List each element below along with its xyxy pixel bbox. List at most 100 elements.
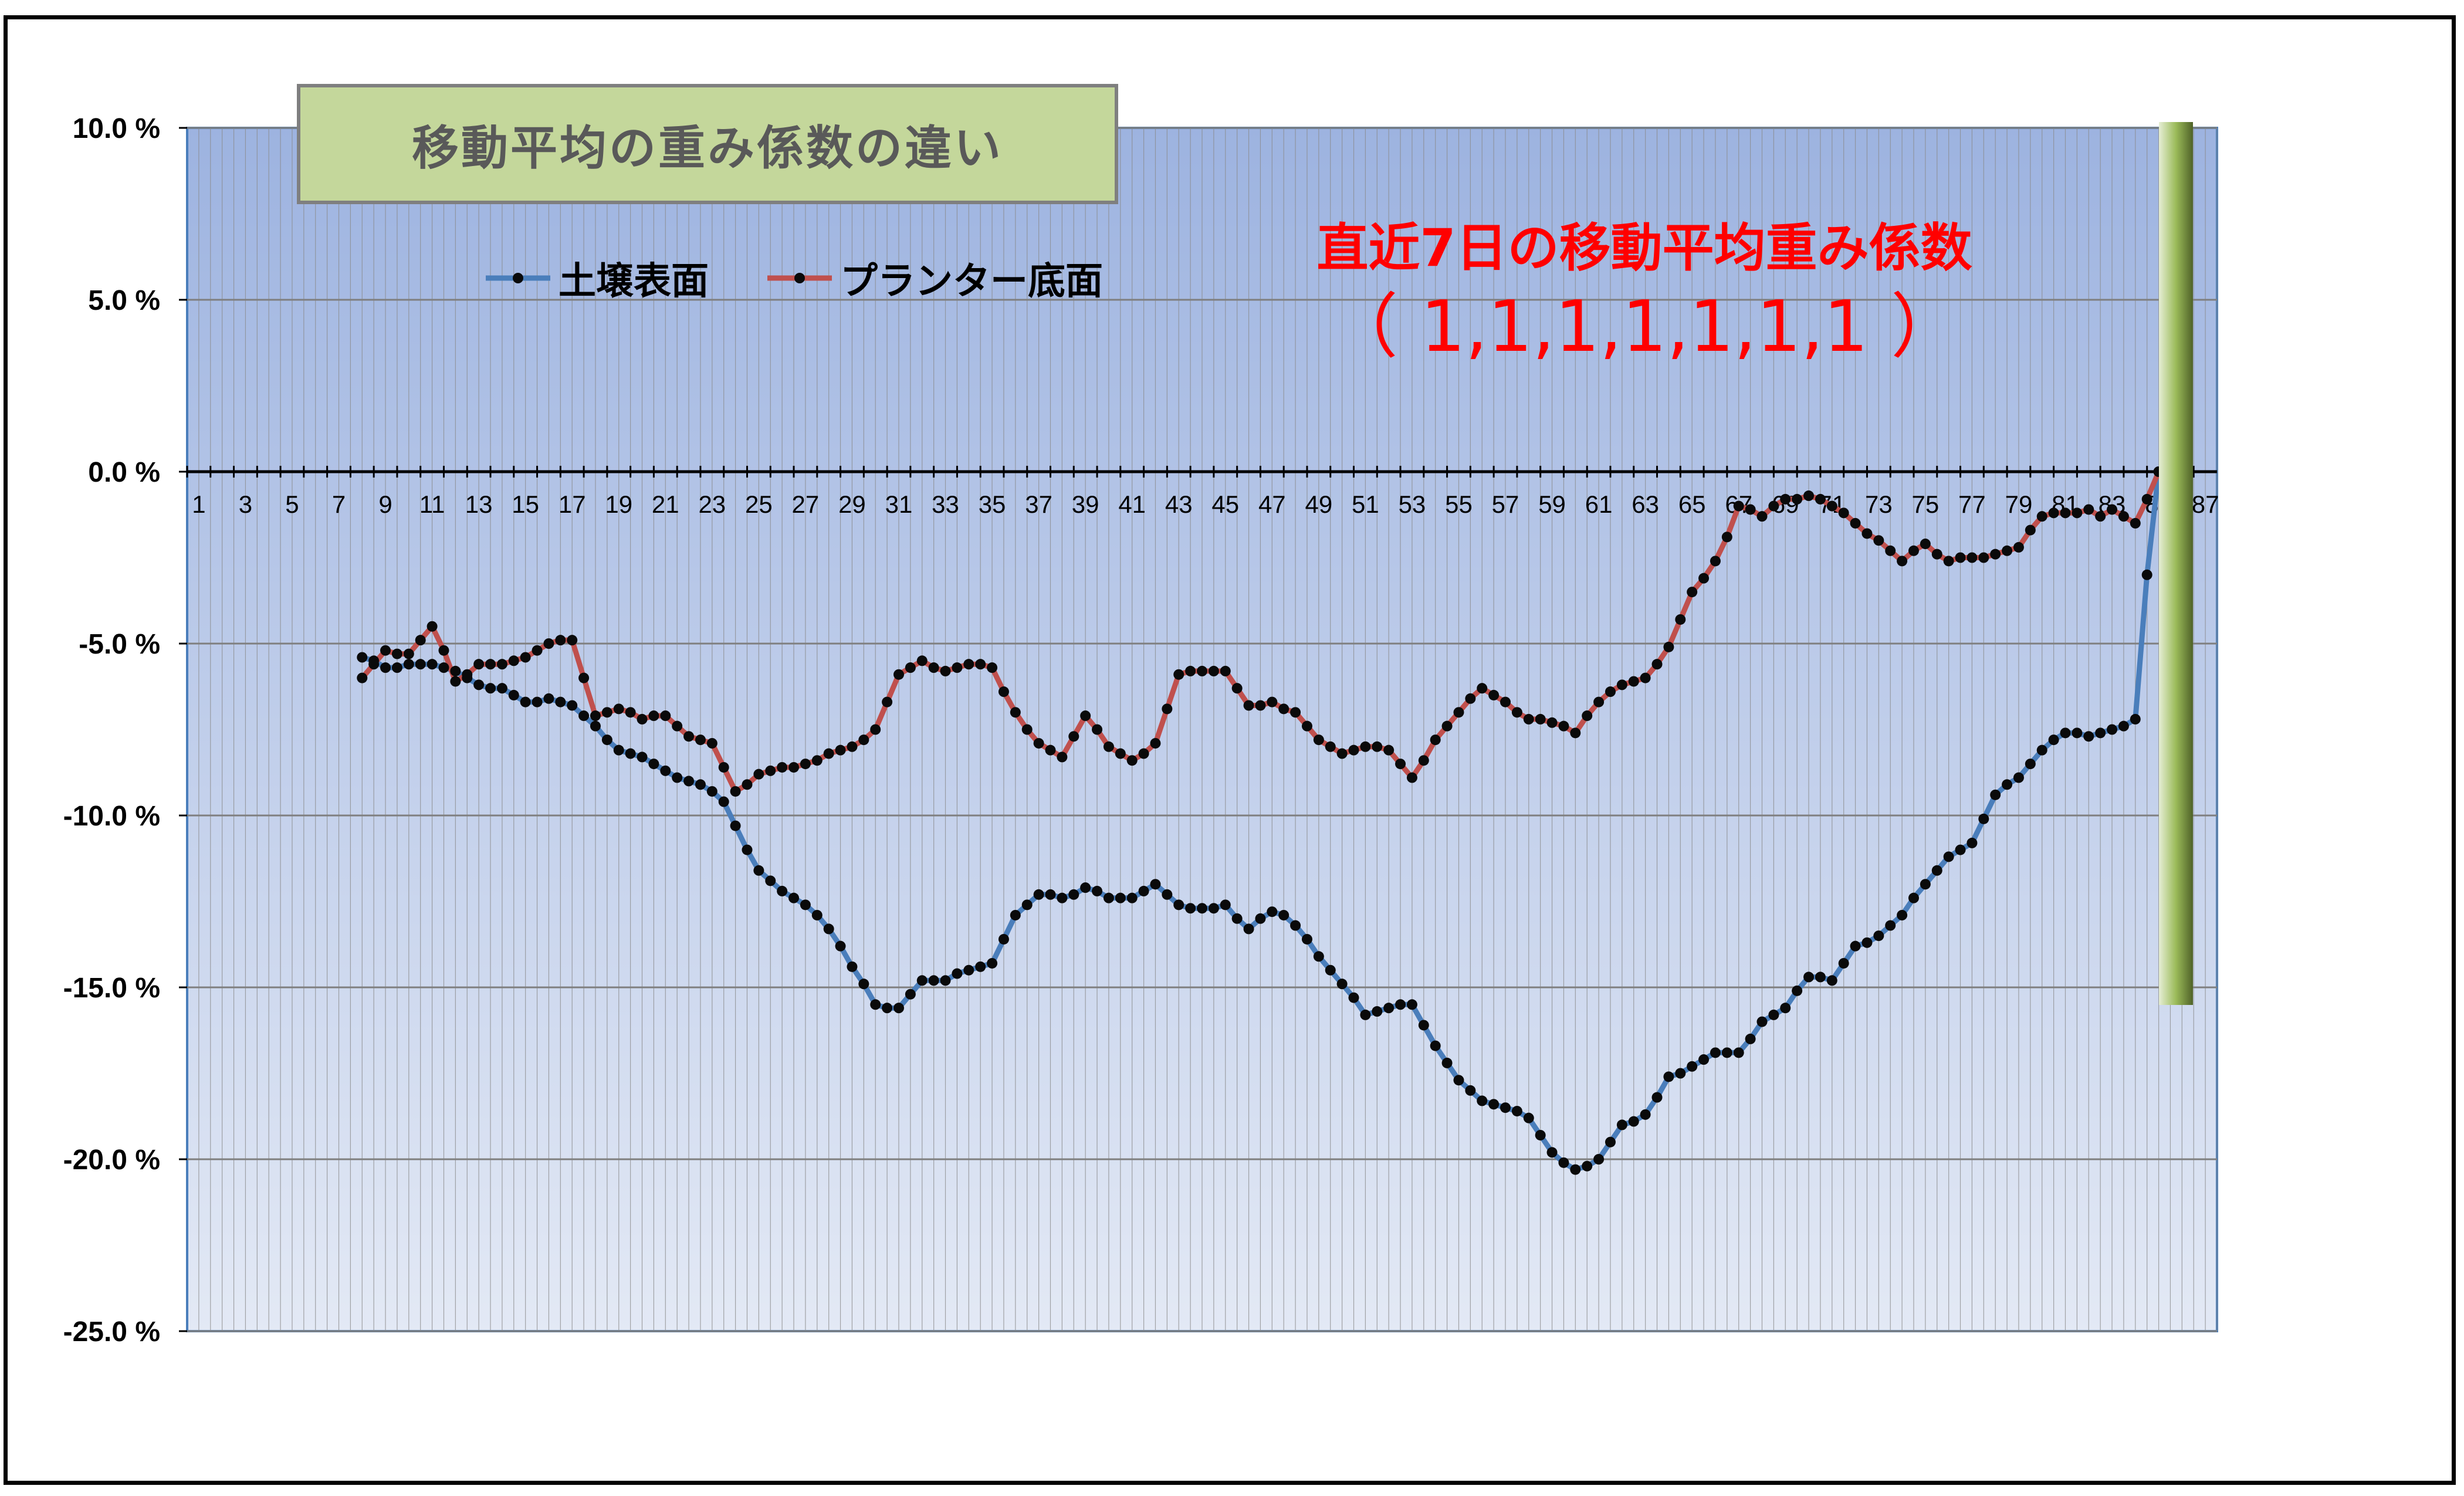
data-point-series-2 xyxy=(1780,493,1791,505)
x-tick-label: 39 xyxy=(1072,490,1099,518)
data-point-series-2 xyxy=(1162,703,1173,715)
data-point-series-2 xyxy=(1967,552,1978,563)
data-point-series-2 xyxy=(2130,517,2141,529)
data-point-series-1 xyxy=(683,776,695,787)
data-point-series-1 xyxy=(1068,889,1079,900)
data-point-series-2 xyxy=(730,786,741,797)
data-point-series-2 xyxy=(1138,748,1149,759)
data-point-series-2 xyxy=(1057,752,1068,763)
data-point-series-2 xyxy=(2095,511,2106,522)
x-tick-label: 25 xyxy=(745,490,773,518)
data-point-series-2 xyxy=(1710,556,1721,567)
y-tick-label: -5.0 % xyxy=(79,629,160,660)
data-point-series-1 xyxy=(1103,892,1114,903)
y-tick-label: -10.0 % xyxy=(63,801,160,832)
data-point-series-2 xyxy=(357,672,368,683)
data-point-series-2 xyxy=(858,735,869,746)
data-point-series-1 xyxy=(800,899,811,911)
y-tick-label: -25.0 % xyxy=(63,1316,160,1348)
data-point-series-2 xyxy=(1418,755,1429,766)
data-point-series-2 xyxy=(788,761,800,773)
data-point-series-2 xyxy=(380,645,391,656)
data-point-series-1 xyxy=(648,759,659,770)
data-point-series-2 xyxy=(952,662,963,673)
data-point-series-1 xyxy=(1640,1109,1651,1120)
data-point-series-1 xyxy=(1372,1006,1383,1017)
x-tick-label: 11 xyxy=(419,490,445,518)
data-point-series-2 xyxy=(1803,490,1815,502)
x-tick-label: 79 xyxy=(2005,490,2033,518)
data-point-series-2 xyxy=(1897,556,1908,567)
data-point-series-1 xyxy=(870,999,881,1010)
x-tick-label: 23 xyxy=(698,490,726,518)
data-point-series-2 xyxy=(1815,493,1826,505)
data-point-series-2 xyxy=(1838,507,1849,519)
x-tick-label: 7 xyxy=(332,490,346,518)
data-point-series-2 xyxy=(1301,720,1312,732)
data-point-series-1 xyxy=(1301,933,1312,945)
data-point-series-1 xyxy=(1990,789,2001,800)
data-point-series-2 xyxy=(368,659,380,670)
data-point-series-2 xyxy=(1395,759,1406,770)
data-point-series-2 xyxy=(1756,511,1768,522)
data-point-series-1 xyxy=(1955,844,1966,855)
data-point-series-1 xyxy=(1675,1068,1686,1079)
data-point-series-2 xyxy=(1080,710,1091,722)
data-point-series-1 xyxy=(1488,1099,1500,1110)
data-point-series-2 xyxy=(1126,755,1138,766)
data-point-series-2 xyxy=(2083,504,2094,515)
horizontal-gridlines xyxy=(187,127,2217,1332)
data-point-series-1 xyxy=(1687,1061,1698,1072)
data-point-series-2 xyxy=(1477,683,1488,694)
data-point-series-1 xyxy=(391,662,402,673)
data-point-series-2 xyxy=(485,659,496,670)
data-point-series-1 xyxy=(2095,727,2106,739)
data-point-series-2 xyxy=(695,735,706,746)
data-point-series-2 xyxy=(1885,545,1896,556)
data-point-series-2 xyxy=(1313,735,1324,746)
x-tick-label: 9 xyxy=(378,490,392,518)
data-point-series-2 xyxy=(905,662,916,673)
data-point-series-2 xyxy=(1582,710,1593,722)
data-point-series-1 xyxy=(601,735,612,746)
chart-title-box: 移動平均の重み係数の違い xyxy=(297,84,1118,204)
data-point-series-2 xyxy=(415,635,426,646)
data-point-series-2 xyxy=(1360,741,1371,752)
data-point-series-2 xyxy=(1033,737,1044,749)
chart-frame: 10.0 % 5.0 % 0.0 % -5.0 % -10.0 % -15.0 % -20.… xyxy=(4,15,2456,1485)
data-point-series-1 xyxy=(613,744,624,756)
x-tick-label: 19 xyxy=(605,490,632,518)
data-point-series-1 xyxy=(2013,772,2024,783)
data-point-series-2 xyxy=(975,659,986,670)
data-point-series-1 xyxy=(1663,1071,1674,1082)
x-tick-label: 1 xyxy=(192,490,205,518)
data-point-series-2 xyxy=(2072,507,2083,519)
data-point-series-2 xyxy=(683,731,695,742)
data-point-series-2 xyxy=(1978,552,1989,563)
data-point-series-1 xyxy=(1768,1009,1779,1020)
x-tick-label: 55 xyxy=(1445,490,1473,518)
data-point-series-2 xyxy=(2060,507,2071,519)
x-tick-label: 51 xyxy=(1352,490,1379,518)
data-point-series-2 xyxy=(1267,696,1278,708)
data-point-series-1 xyxy=(1931,865,1942,876)
data-point-series-1 xyxy=(765,875,776,886)
data-point-series-1 xyxy=(1733,1047,1744,1058)
data-point-series-2 xyxy=(1546,717,1558,728)
data-point-series-2 xyxy=(1721,532,1732,543)
data-point-series-2 xyxy=(987,662,998,673)
data-point-series-1 xyxy=(2060,727,2071,739)
data-point-series-1 xyxy=(1920,879,1931,890)
data-point-series-1 xyxy=(1150,879,1161,890)
data-point-series-1 xyxy=(1255,913,1266,924)
data-point-series-2 xyxy=(1068,731,1079,742)
data-point-series-1 xyxy=(1803,972,1815,983)
data-point-series-1 xyxy=(1861,937,1873,948)
data-point-series-1 xyxy=(1430,1040,1441,1051)
data-point-series-1 xyxy=(380,662,391,673)
data-point-series-1 xyxy=(835,940,846,952)
data-point-series-1 xyxy=(450,665,461,676)
data-point-series-2 xyxy=(1687,587,1698,598)
data-point-series-1 xyxy=(1815,972,1826,983)
data-point-series-2 xyxy=(473,659,485,670)
